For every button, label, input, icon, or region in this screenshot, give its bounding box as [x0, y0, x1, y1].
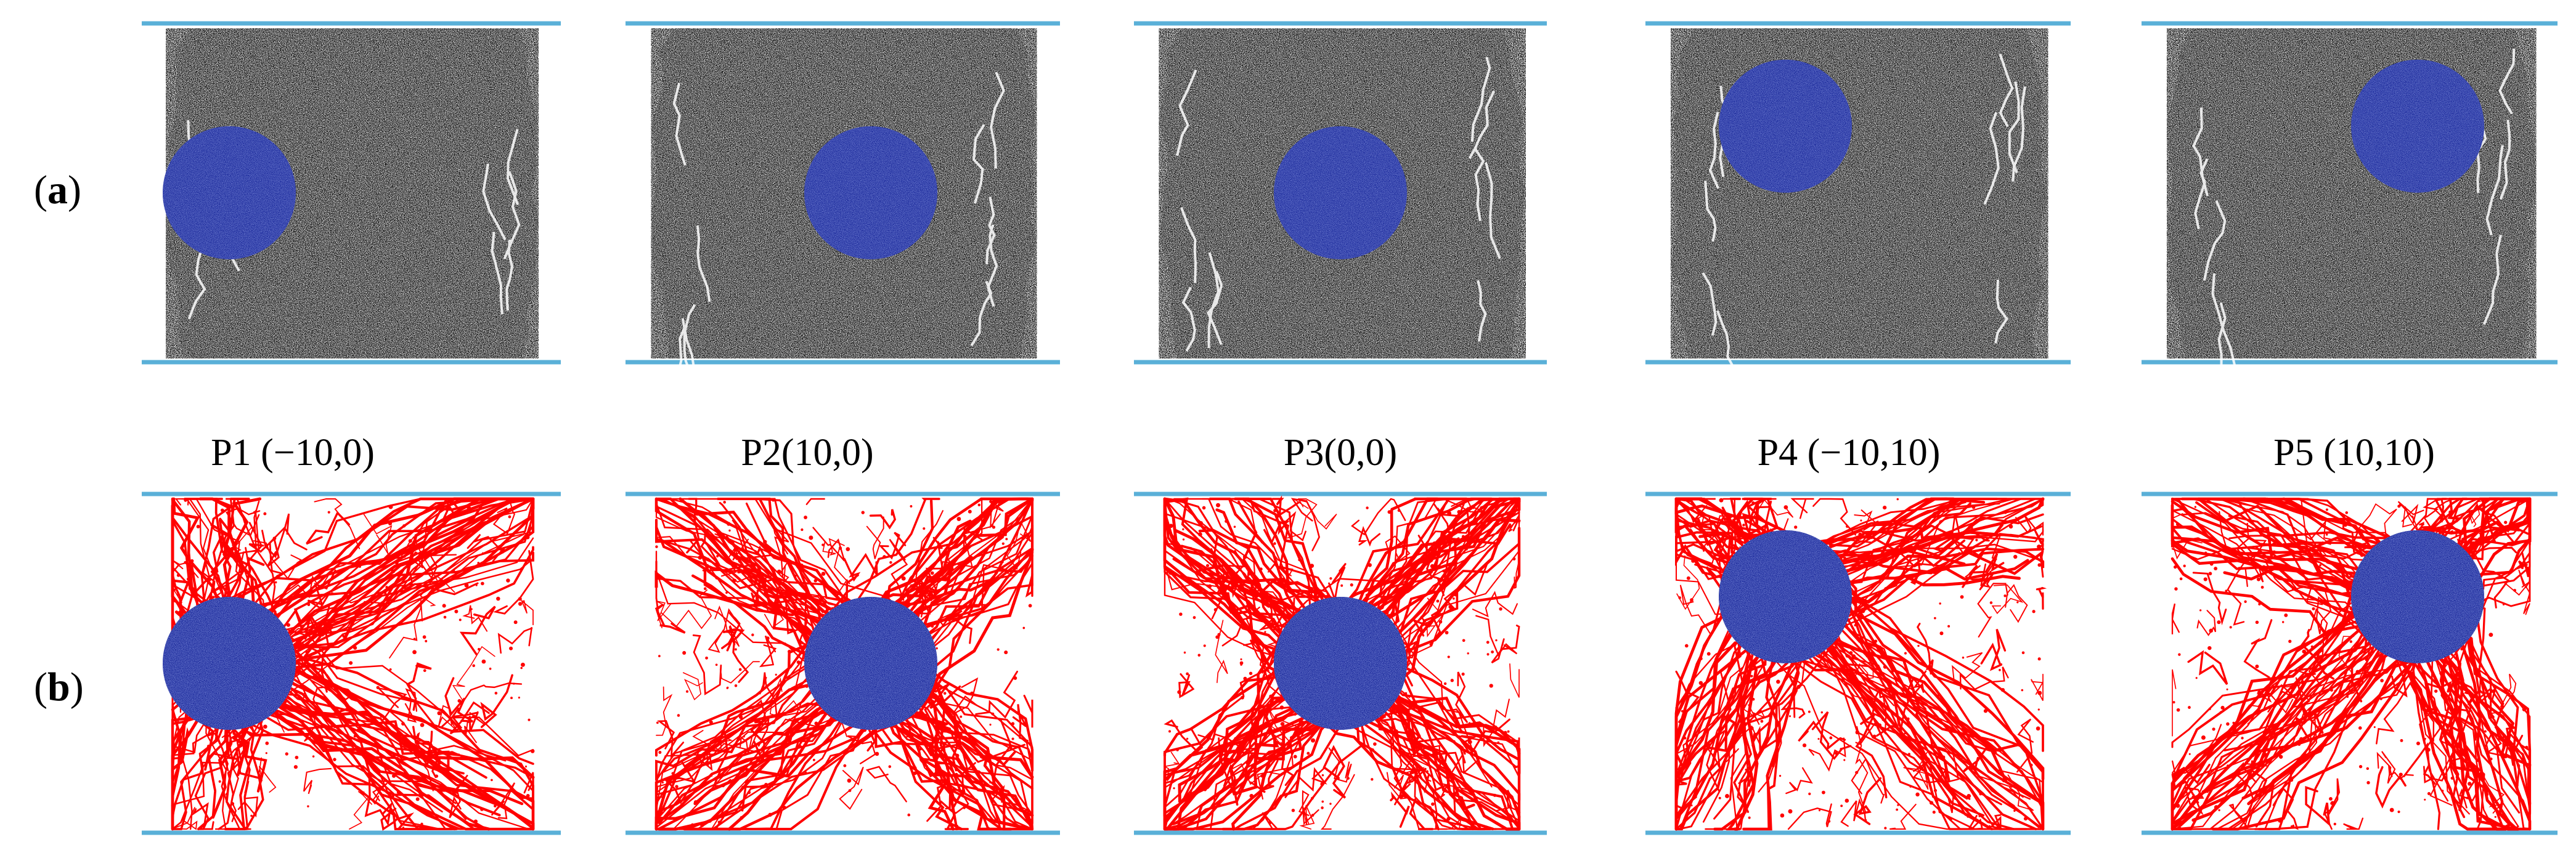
particle-model-p5-hole: [2351, 59, 2484, 193]
particle-model-p2-hole: [804, 126, 937, 259]
particle-model-p5-fractures: [2192, 48, 2516, 386]
particle-model-p3-hole: [1274, 126, 1407, 259]
crack-map-p5: [2142, 492, 2558, 835]
row-label-a: (a): [34, 168, 81, 212]
panel-caption-p5: P5 (10,10): [2273, 432, 2435, 474]
crack-map-p3: [1134, 492, 1547, 835]
panel-caption-p2: P2(10,0): [741, 432, 873, 474]
particle-model-p1-hole: [163, 126, 296, 259]
particle-model-p2-fractures: [667, 71, 1005, 414]
panel-caption-p3: P3(0,0): [1284, 432, 1397, 474]
panel-caption-p4: P4 (−10,10): [1758, 432, 1941, 474]
panel-caption-p1: P1 (−10,0): [211, 432, 375, 474]
particle-model-p2: [626, 21, 1060, 414]
row-a-particle-models: [142, 21, 2558, 414]
crack-map-p3-hole: [1274, 597, 1407, 730]
row-b-crack-maps: [142, 492, 2558, 835]
particle-model-p5: [2142, 21, 2558, 386]
crack-map-p1: [142, 492, 561, 835]
particle-model-p4: [1645, 21, 2071, 373]
crack-map-p1-hole: [163, 597, 296, 730]
crack-map-p2-hole: [804, 597, 937, 730]
crack-map-p4-hole: [1719, 530, 1852, 663]
crack-map-p4-cracks: [1674, 497, 2047, 831]
particle-model-p3: [1134, 21, 1547, 365]
crack-map-p5-cracks: [2170, 497, 2532, 831]
row-label-b: (b): [34, 665, 84, 710]
crack-map-p4: [1645, 492, 2071, 835]
particle-model-p3-fractures: [1176, 57, 1501, 352]
particle-model-p1: [142, 21, 561, 365]
particle-model-p1-specimen: [166, 28, 539, 358]
particle-model-p4-hole: [1719, 59, 1852, 193]
particle-model-p4-specimen: [1671, 28, 2048, 358]
crack-map-p5-hole: [2351, 530, 2484, 663]
crack-map-p2: [626, 492, 1060, 835]
